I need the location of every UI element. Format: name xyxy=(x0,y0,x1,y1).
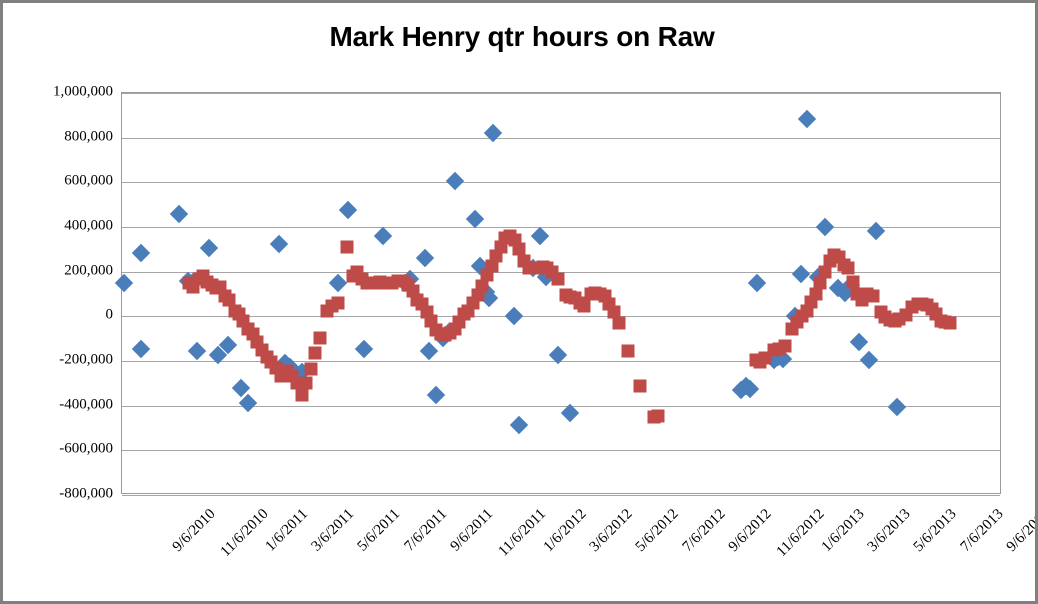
x-axis-tick-label: 1/6/2013 xyxy=(818,506,868,556)
y-axis-tick-label: -800,000 xyxy=(59,485,113,502)
x-axis-tick-label: 3/6/2011 xyxy=(308,506,358,555)
y-axis-tick-label: -200,000 xyxy=(59,351,113,368)
y-axis-tick-label: -400,000 xyxy=(59,396,113,413)
x-axis-tick-label: 1/6/2011 xyxy=(262,506,311,555)
y-axis-tick-label: -600,000 xyxy=(59,440,113,457)
gridline xyxy=(122,316,1000,318)
y-axis-tick-label: 600,000 xyxy=(64,172,113,189)
chart-title: Mark Henry qtr hours on Raw xyxy=(329,21,715,52)
gridline xyxy=(122,137,1000,139)
x-axis-tick-label: 9/6/2013 xyxy=(1003,506,1038,556)
x-axis-tick-label: 5/6/2012 xyxy=(632,506,682,556)
gridline xyxy=(122,450,1000,452)
y-axis-tick-label: 800,000 xyxy=(64,128,113,145)
y-axis-labels: 1,000,000 800,000 600,000 400,000 200,000 0 -2… xyxy=(3,3,114,601)
x-axis-tick-label: 1/6/2012 xyxy=(540,506,590,556)
x-axis-tick-label: 11/6/2010 xyxy=(218,506,273,560)
y-axis-tick-label: 1,000,000 xyxy=(53,83,113,100)
x-axis-tick-label: 5/6/2011 xyxy=(354,506,404,555)
gridline xyxy=(122,405,1000,407)
x-axis-tick-label: 7/6/2013 xyxy=(957,506,1007,556)
x-axis-tick-label: 7/6/2011 xyxy=(401,506,450,555)
y-axis-tick-label: 400,000 xyxy=(64,217,113,234)
gridline xyxy=(122,495,1000,496)
x-axis-tick-label: 9/6/2011 xyxy=(447,506,497,555)
x-axis-tick-label: 9/6/2012 xyxy=(725,506,775,556)
x-axis-tick-label: 5/6/2013 xyxy=(910,506,960,556)
y-axis-tick-label: 0 xyxy=(105,306,114,323)
x-axis-tick-label: 7/6/2012 xyxy=(679,506,729,556)
x-axis-labels: 9/6/2010 11/6/2010 1/6/2011 3/6/2011 5/6/201… xyxy=(3,3,1038,601)
x-axis-tick-label: 3/6/2012 xyxy=(586,506,636,556)
gridline xyxy=(122,93,1000,94)
x-axis-tick-label: 9/6/2010 xyxy=(169,506,219,556)
x-axis-tick-label: 11/6/2012 xyxy=(773,506,828,560)
x-axis-tick-label: 3/6/2013 xyxy=(864,506,914,556)
gridline xyxy=(122,271,1000,273)
y-axis-tick-label: 200,000 xyxy=(64,262,113,279)
gridline xyxy=(122,182,1000,184)
gridline xyxy=(122,227,1000,228)
x-axis-tick-label: 11/6/2011 xyxy=(495,506,550,560)
